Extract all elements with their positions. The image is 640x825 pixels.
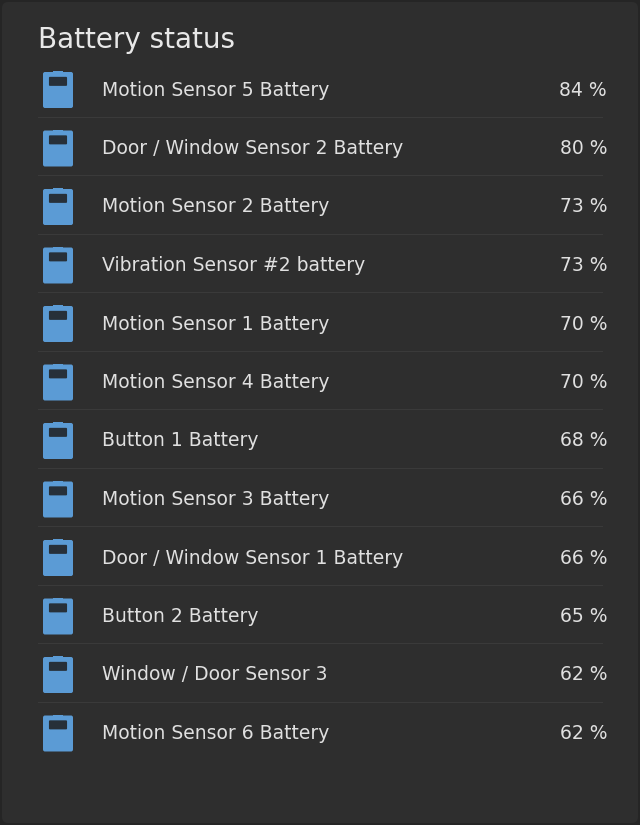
Bar — [54, 714, 63, 719]
Text: Motion Sensor 6 Battery: Motion Sensor 6 Battery — [102, 724, 330, 743]
Text: 84 %: 84 % — [559, 81, 607, 100]
FancyBboxPatch shape — [43, 540, 73, 576]
FancyBboxPatch shape — [43, 72, 73, 108]
FancyBboxPatch shape — [49, 720, 67, 729]
FancyBboxPatch shape — [43, 306, 73, 342]
Text: Button 1 Battery: Button 1 Battery — [102, 431, 259, 450]
Text: 70 %: 70 % — [559, 373, 607, 392]
Bar — [54, 305, 63, 309]
Text: 68 %: 68 % — [559, 431, 607, 450]
FancyBboxPatch shape — [49, 252, 67, 262]
FancyBboxPatch shape — [49, 194, 67, 203]
Text: Motion Sensor 3 Battery: Motion Sensor 3 Battery — [102, 490, 330, 509]
Text: Door / Window Sensor 1 Battery: Door / Window Sensor 1 Battery — [102, 549, 403, 568]
Text: Motion Sensor 2 Battery: Motion Sensor 2 Battery — [102, 197, 330, 216]
Bar — [54, 656, 63, 660]
Text: 73 %: 73 % — [559, 256, 607, 275]
FancyBboxPatch shape — [43, 657, 73, 693]
Text: Button 2 Battery: Button 2 Battery — [102, 607, 259, 626]
Bar — [54, 130, 63, 134]
FancyBboxPatch shape — [49, 544, 67, 554]
FancyBboxPatch shape — [49, 603, 67, 612]
Text: Motion Sensor 1 Battery: Motion Sensor 1 Battery — [102, 314, 330, 333]
FancyBboxPatch shape — [49, 487, 67, 495]
Bar — [54, 422, 63, 426]
FancyBboxPatch shape — [43, 248, 73, 284]
Bar — [54, 364, 63, 367]
Bar — [54, 247, 63, 251]
FancyBboxPatch shape — [49, 370, 67, 379]
Text: 70 %: 70 % — [559, 314, 607, 333]
Text: 66 %: 66 % — [559, 490, 607, 509]
Text: 62 %: 62 % — [559, 666, 607, 685]
FancyBboxPatch shape — [43, 189, 73, 225]
Text: 66 %: 66 % — [559, 549, 607, 568]
FancyBboxPatch shape — [43, 482, 73, 517]
FancyBboxPatch shape — [43, 130, 73, 167]
FancyBboxPatch shape — [49, 77, 67, 86]
FancyBboxPatch shape — [43, 715, 73, 752]
Text: 73 %: 73 % — [559, 197, 607, 216]
FancyBboxPatch shape — [43, 423, 73, 459]
Text: Window / Door Sensor 3: Window / Door Sensor 3 — [102, 666, 328, 685]
FancyBboxPatch shape — [49, 311, 67, 320]
Text: Motion Sensor 5 Battery: Motion Sensor 5 Battery — [102, 81, 330, 100]
Text: 80 %: 80 % — [559, 139, 607, 158]
Text: Door / Window Sensor 2 Battery: Door / Window Sensor 2 Battery — [102, 139, 403, 158]
Bar — [54, 597, 63, 601]
FancyBboxPatch shape — [49, 428, 67, 437]
Text: 62 %: 62 % — [559, 724, 607, 743]
Bar — [54, 539, 63, 543]
Bar — [54, 188, 63, 192]
FancyBboxPatch shape — [49, 135, 67, 144]
Bar — [54, 71, 63, 75]
Text: Battery status: Battery status — [38, 26, 235, 54]
FancyBboxPatch shape — [43, 365, 73, 400]
FancyBboxPatch shape — [43, 598, 73, 634]
Bar — [54, 480, 63, 484]
Text: 65 %: 65 % — [559, 607, 607, 626]
Text: Vibration Sensor #2 battery: Vibration Sensor #2 battery — [102, 256, 365, 275]
Text: Motion Sensor 4 Battery: Motion Sensor 4 Battery — [102, 373, 330, 392]
FancyBboxPatch shape — [49, 662, 67, 671]
